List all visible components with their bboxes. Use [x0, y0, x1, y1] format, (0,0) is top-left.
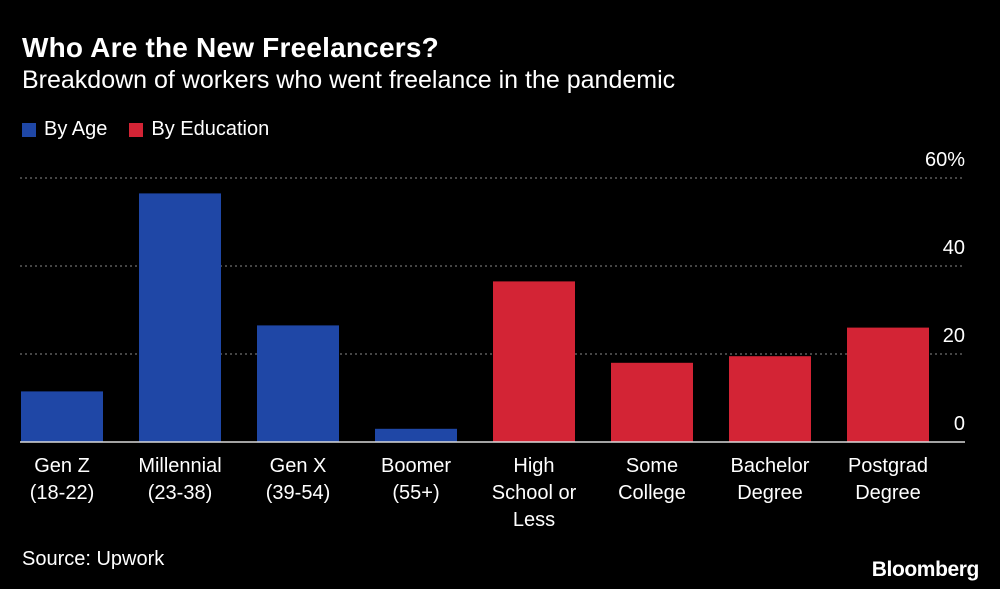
x-tick-label: School or [492, 482, 577, 504]
legend-swatch-by-education [129, 122, 144, 137]
x-tick-label: Gen Z [34, 455, 90, 477]
x-tick-label: Degree [855, 482, 921, 504]
legend: By Age By Education [22, 118, 291, 141]
y-tick-label: 0 [954, 413, 965, 435]
x-tick-label: Bachelor [731, 455, 810, 477]
x-tick-label: College [618, 482, 686, 504]
x-tick-label: Gen X [270, 455, 327, 477]
bar [611, 362, 693, 442]
x-tick-label: (23-38) [148, 482, 212, 504]
x-tick-label: Boomer [381, 455, 451, 477]
legend-label-by-age: By Age [44, 118, 108, 140]
x-tick-label: Degree [737, 482, 803, 504]
y-tick-label: 40 [943, 237, 965, 259]
y-tick-label: 60% [925, 149, 965, 171]
legend-item-by-education: By Education [129, 118, 269, 141]
chart-subtitle: Breakdown of workers who went freelance … [22, 66, 676, 94]
bloomberg-logo: Bloomberg [871, 558, 980, 581]
legend-label-by-education: By Education [151, 118, 270, 140]
x-tick-label: High [513, 455, 554, 477]
legend-item-by-age: By Age [22, 118, 107, 141]
bar [375, 428, 457, 442]
bar [729, 356, 811, 442]
bar [21, 391, 103, 442]
bar [257, 325, 339, 442]
x-tick-label: Millennial [138, 455, 221, 477]
chart-title: Who Are the New Freelancers? [22, 32, 439, 63]
bar [847, 327, 929, 442]
x-tick-label: (18-22) [30, 482, 94, 504]
x-tick-label: (55+) [392, 482, 439, 504]
source-note: Source: Upwork [22, 548, 165, 570]
bar [493, 281, 575, 442]
x-tick-label: Less [513, 509, 555, 531]
x-tick-label: Postgrad [848, 455, 928, 477]
x-tick-label: (39-54) [266, 482, 330, 504]
y-tick-label: 20 [943, 325, 965, 347]
legend-swatch-by-age [22, 122, 36, 137]
x-tick-label: Some [626, 455, 678, 477]
bar [139, 193, 221, 442]
